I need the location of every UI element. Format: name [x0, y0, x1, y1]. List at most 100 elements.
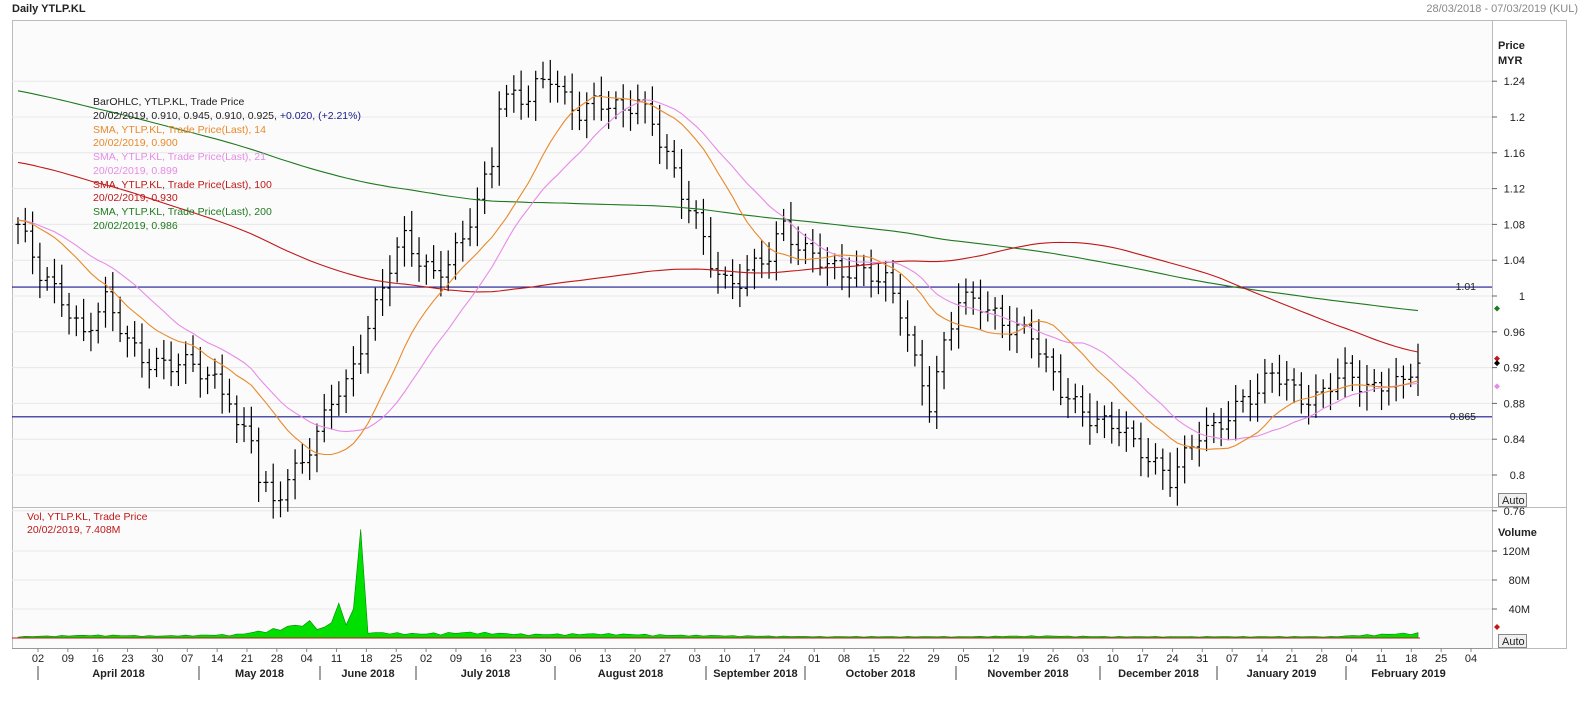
x-month-label: August 2018: [598, 668, 663, 680]
volume-panel-frame: [12, 507, 1493, 649]
ohlc-bar: [1065, 378, 1071, 419]
x-month-label: January 2019: [1247, 668, 1317, 680]
legend-sma100-value: 20/02/2019, 0.930: [93, 192, 178, 204]
ohlc-bar: [321, 393, 327, 443]
ohlc-bar: [1225, 401, 1231, 441]
x-day-label: 11: [1376, 653, 1387, 665]
x-day-label: 09: [450, 653, 462, 665]
ohlc-bar: [1101, 405, 1107, 439]
ohlc-bar: [132, 321, 138, 357]
ohlc-bar: [44, 267, 50, 291]
ohlc-bar: [307, 438, 313, 481]
svg-text:Auto: Auto: [1502, 495, 1525, 507]
ohlc-bar: [270, 463, 276, 519]
ohlc-bar: [737, 263, 743, 308]
ohlc-bar: [540, 61, 546, 89]
ohlc-bar: [81, 298, 87, 342]
ohlc-bar: [1335, 358, 1341, 401]
ohlc-bar: [365, 315, 371, 374]
x-day-label: 06: [569, 653, 581, 665]
ohlc-bar: [51, 258, 57, 304]
x-day-label: 04: [301, 653, 313, 665]
volume-auto-button[interactable]: Auto: [1498, 634, 1527, 649]
ohlc-bar: [1415, 343, 1421, 397]
price-axis-title: Price: [1498, 40, 1525, 52]
ohlc-bar: [1131, 420, 1137, 448]
ohlc-bar: [795, 226, 801, 266]
ohlc-bar: [875, 262, 881, 295]
volume-tick-label: 80M: [1509, 575, 1530, 587]
ohlc-bar: [350, 346, 356, 397]
ohlc-bar: [547, 59, 553, 103]
ohlc-bar: [66, 292, 72, 335]
ohlc-bar: [285, 469, 291, 512]
ohlc-bar: [664, 134, 670, 170]
x-month-label: July 2018: [461, 668, 511, 680]
ohlc-bar: [73, 305, 79, 337]
reference-line-label: 0.865: [1450, 411, 1476, 423]
ohlc-bar: [693, 200, 699, 229]
ohlc-bar: [292, 449, 298, 500]
ohlc-bar: [1160, 448, 1166, 490]
price-tick-label: 0.8: [1510, 470, 1525, 482]
ohlc-bar: [963, 278, 969, 315]
ohlc-bar: [686, 180, 692, 224]
legend-sma21-value: 20/02/2019, 0.899: [93, 165, 178, 177]
price-tick-label: 1.16: [1504, 148, 1525, 160]
ohlc-bar: [1014, 307, 1020, 354]
ohlc-bar: [226, 378, 232, 413]
ohlc-bar: [1262, 358, 1268, 404]
legend-sma100: SMA, YTLP.KL, Trade Price(Last), 100: [93, 179, 272, 191]
ohlc-bar: [329, 384, 335, 430]
ohlc-bar: [722, 266, 728, 289]
ohlc-bar: [263, 471, 269, 493]
x-day-label: 14: [211, 653, 223, 665]
price-auto-button[interactable]: Auto: [1498, 493, 1527, 508]
ohlc-bar: [1357, 360, 1363, 407]
ohlc-bar: [394, 237, 400, 283]
ohlc-bar: [175, 353, 181, 386]
last-value-marker: [1494, 360, 1500, 367]
legend-sma14: SMA, YTLP.KL, Trade Price(Last), 14: [93, 124, 266, 136]
x-day-label: 13: [599, 653, 611, 665]
x-day-label: 29: [928, 653, 940, 665]
ohlc-bar: [482, 161, 488, 215]
legend-volume-value: 20/02/2019, 7.408M: [27, 524, 120, 536]
ohlc-bar: [1218, 408, 1224, 447]
x-day-label: 19: [1017, 653, 1029, 665]
ohlc-bar: [409, 210, 415, 267]
ohlc-bar: [708, 217, 714, 278]
x-month-label: May 2018: [235, 668, 284, 680]
ohlc-bar: [59, 264, 65, 317]
ohlc-bar: [671, 139, 677, 178]
ohlc-bar: [1182, 435, 1188, 484]
ohlc-bar: [1029, 309, 1035, 359]
ohlc-bar: [1050, 348, 1056, 391]
ohlc-bar: [1174, 447, 1180, 506]
ohlc-bar: [1204, 407, 1210, 452]
ohlc-bar: [504, 84, 510, 117]
x-day-label: 05: [957, 653, 969, 665]
ohlc-bar: [1007, 305, 1013, 351]
ohlc-bar: [846, 257, 852, 298]
ohlc-bar: [525, 85, 531, 118]
price-tick-label: 0.92: [1504, 363, 1525, 375]
ohlc-bar: [467, 208, 473, 247]
ohlc-bar: [1072, 383, 1078, 414]
price-tick-label: 0.96: [1504, 327, 1525, 339]
ohlc-bar: [423, 254, 429, 285]
x-day-label: 28: [1316, 653, 1328, 665]
price-tick-label: 1.24: [1504, 76, 1525, 88]
ohlc-bar: [897, 274, 903, 336]
ohlc-bar: [489, 147, 495, 189]
ohlc-bar: [1036, 319, 1042, 368]
ohlc-bar: [715, 251, 721, 294]
ohlc-bar: [219, 354, 225, 414]
ohlc-bar: [1094, 400, 1100, 434]
last-value-marker: [1494, 383, 1500, 390]
x-day-label: 22: [898, 653, 910, 665]
x-day-label: 10: [1107, 653, 1119, 665]
ohlc-bar: [1058, 354, 1064, 406]
